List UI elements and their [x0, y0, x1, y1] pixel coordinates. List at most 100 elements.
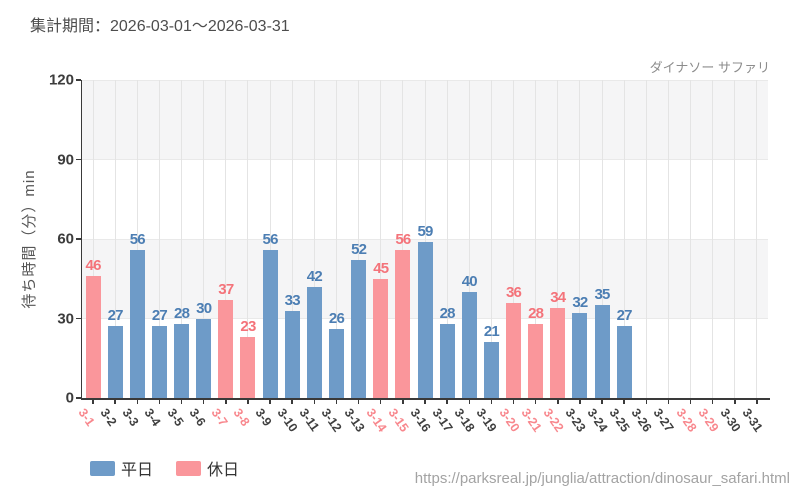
x-axis-label: 3-14	[363, 406, 390, 435]
bar-3-4	[151, 326, 167, 398]
x-axis-tick	[247, 399, 249, 404]
bar-3-22	[550, 307, 566, 398]
bar-value-label: 34	[550, 288, 566, 306]
y-axis-tick-label: 30	[57, 310, 74, 327]
x-axis-tick	[689, 399, 692, 404]
x-axis-label: 3-19	[473, 406, 500, 435]
x-axis-label: 3-30	[717, 406, 744, 435]
bar-value-label: 56	[395, 230, 411, 248]
x-axis-tick	[424, 399, 426, 404]
bar-3-12	[328, 329, 344, 398]
holiday-color-swatch	[176, 460, 202, 476]
bar-3-8	[240, 337, 256, 398]
gridline-vertical	[667, 80, 669, 398]
x-axis-label: 3-20	[496, 406, 522, 435]
bar-3-2	[107, 326, 123, 398]
x-axis-tick	[379, 399, 382, 404]
gridline-vertical	[247, 80, 249, 398]
bar-3-6	[196, 318, 212, 398]
y-axis-tick-label: 90	[57, 151, 74, 168]
gridline-vertical	[712, 80, 714, 398]
gridline-vertical	[468, 80, 470, 398]
x-axis-label: 3-17	[429, 406, 456, 435]
gridline-vertical	[269, 80, 271, 398]
gridline-vertical	[756, 80, 758, 398]
bar-3-14	[373, 278, 389, 398]
gridline-vertical	[358, 80, 360, 398]
bar-3-1	[85, 276, 101, 398]
x-axis-tick	[402, 399, 404, 404]
bar-value-label: 37	[218, 280, 234, 298]
x-axis-label: 3-2	[97, 406, 120, 429]
x-axis-label: 3-1	[75, 406, 98, 429]
x-axis-tick	[202, 399, 205, 404]
x-axis-label: 3-18	[451, 406, 478, 435]
y-axis-tick-label: 0	[65, 389, 74, 407]
x-axis-tick	[667, 399, 670, 404]
attraction-name-label: ダイナソー サファリ	[649, 60, 770, 75]
x-axis-tick	[756, 399, 758, 404]
bar-value-label: 27	[151, 307, 168, 325]
gridline-vertical	[690, 80, 692, 398]
bar-value-label: 36	[505, 283, 522, 301]
x-axis-tick	[601, 399, 603, 404]
bar-3-10	[284, 310, 300, 398]
gridline-vertical	[158, 80, 160, 398]
x-axis-tick	[335, 399, 338, 404]
gridline-vertical	[92, 80, 94, 398]
bar-3-5	[174, 323, 190, 398]
x-axis-tick	[534, 399, 537, 404]
bar-value-label: 56	[129, 230, 146, 248]
gridline-vertical	[645, 80, 647, 398]
bar-3-7	[218, 299, 234, 398]
bar-3-21	[528, 323, 544, 398]
x-axis-tick	[557, 399, 559, 404]
gridline-vertical	[601, 80, 603, 398]
x-axis-tick	[734, 399, 736, 404]
y-axis-line	[80, 80, 82, 399]
bar-3-20	[506, 302, 522, 398]
x-axis-label: 3-9	[252, 406, 275, 429]
gridline-vertical	[557, 80, 559, 398]
source-url: https://parksreal.jp/junglia/attraction/…	[414, 470, 790, 487]
bar-3-11	[306, 286, 322, 398]
x-axis-label: 3-5	[164, 406, 186, 429]
chart-legend: 平日 休日	[90, 456, 239, 480]
gridline-vertical	[579, 80, 581, 398]
bar-value-label: 27	[107, 307, 124, 325]
gridline-vertical	[203, 80, 205, 398]
bar-value-label: 23	[240, 318, 256, 336]
bar-value-label: 35	[594, 286, 610, 304]
legend-label-holiday: 休日	[207, 462, 240, 479]
x-axis-tick	[468, 399, 470, 404]
x-axis-label: 3-12	[319, 406, 345, 435]
x-axis-label: 3-16	[407, 406, 434, 435]
x-axis-line	[80, 398, 770, 400]
y-axis-tick-label: 120	[48, 71, 74, 89]
bar-value-label: 56	[262, 230, 279, 248]
bar-value-label: 30	[196, 299, 212, 317]
x-axis-label: 3-27	[650, 406, 677, 435]
x-axis-tick	[645, 399, 648, 404]
bar-value-label: 28	[439, 304, 456, 322]
bar-value-label: 45	[373, 259, 389, 277]
gridline-vertical	[490, 80, 492, 398]
plot-area: 46 27 56 27 28 30 37 23 56 33 42 26 52 45 56 59 28 40 21 36…	[82, 79, 768, 398]
gridline-vertical	[225, 80, 227, 398]
gridline-vertical	[734, 80, 736, 398]
gridline-vertical	[313, 80, 315, 398]
x-axis-tick	[623, 399, 625, 404]
bar-3-18	[461, 292, 477, 398]
x-axis-label: 3-23	[562, 406, 589, 435]
bar-value-label: 33	[284, 291, 301, 309]
x-axis-tick	[291, 399, 293, 404]
x-axis-tick	[357, 399, 360, 404]
x-axis-tick	[512, 399, 515, 404]
x-axis-tick	[136, 399, 139, 404]
x-axis-label: 3-15	[385, 406, 412, 435]
x-axis-tick	[225, 399, 227, 404]
x-axis-tick	[158, 399, 161, 404]
bar-3-25	[616, 326, 632, 398]
